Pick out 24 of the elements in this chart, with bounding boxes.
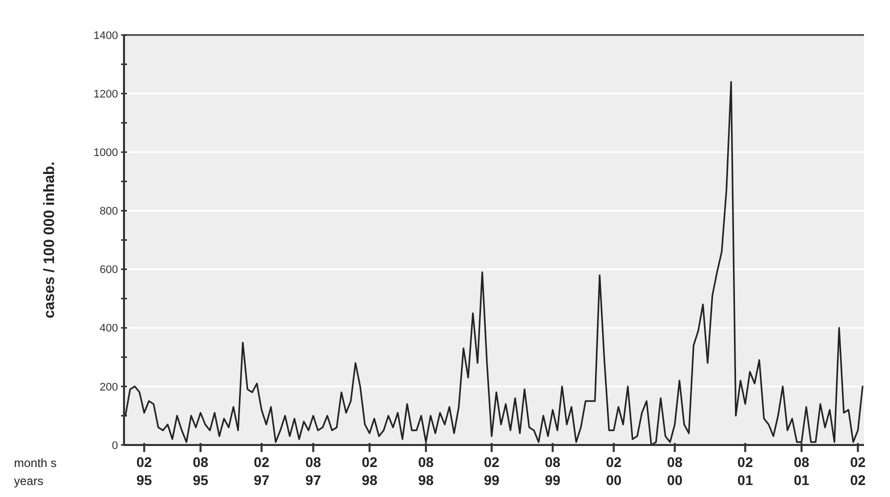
y-tick-label: 600	[100, 264, 118, 276]
y-tick-label: 400	[100, 322, 118, 335]
text: month s	[14, 456, 57, 470]
x-tick-label: 02 02	[850, 454, 866, 488]
y-tick-label: 1200	[94, 88, 118, 100]
x-tick-label: 02 97	[254, 454, 270, 488]
y-tick-label: 800	[100, 206, 118, 218]
x-tick-label: 02 98	[362, 454, 378, 488]
x-tick-label: 08 97	[305, 454, 322, 488]
y-tick-label: 200	[100, 381, 118, 394]
x-tick-label: 02 95	[136, 454, 152, 488]
x-tick-label: 08 99	[544, 454, 561, 488]
y-tick-label: 0	[112, 440, 118, 452]
x-tick-label: 02 00	[606, 454, 622, 488]
x-tick-label: 02 99	[484, 454, 500, 488]
y-axis-title: cases / 100 000 inhab.	[41, 162, 58, 318]
x-tick-label: 08 01	[794, 454, 810, 488]
x-tick-label: 08 00	[666, 454, 683, 488]
text: years	[14, 474, 44, 488]
x-tick-label: 02 01	[737, 454, 754, 488]
y-tick-label: 1400	[94, 30, 118, 42]
x-tick-label: 08 98	[418, 454, 434, 488]
y-tick-label: 1000	[94, 146, 118, 159]
x-tick-label: 08 95	[192, 454, 209, 488]
